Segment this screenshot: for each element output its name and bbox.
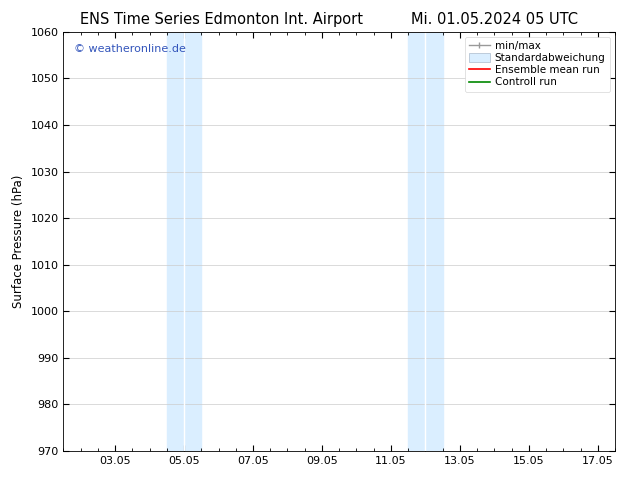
Text: Mi. 01.05.2024 05 UTC: Mi. 01.05.2024 05 UTC <box>411 12 578 27</box>
Y-axis label: Surface Pressure (hPa): Surface Pressure (hPa) <box>12 174 25 308</box>
Bar <box>167 32 202 451</box>
Text: © weatheronline.de: © weatheronline.de <box>74 45 186 54</box>
Legend: min/max, Standardabweichung, Ensemble mean run, Controll run: min/max, Standardabweichung, Ensemble me… <box>465 37 610 92</box>
Bar <box>408 32 443 451</box>
Text: ENS Time Series Edmonton Int. Airport: ENS Time Series Edmonton Int. Airport <box>81 12 363 27</box>
